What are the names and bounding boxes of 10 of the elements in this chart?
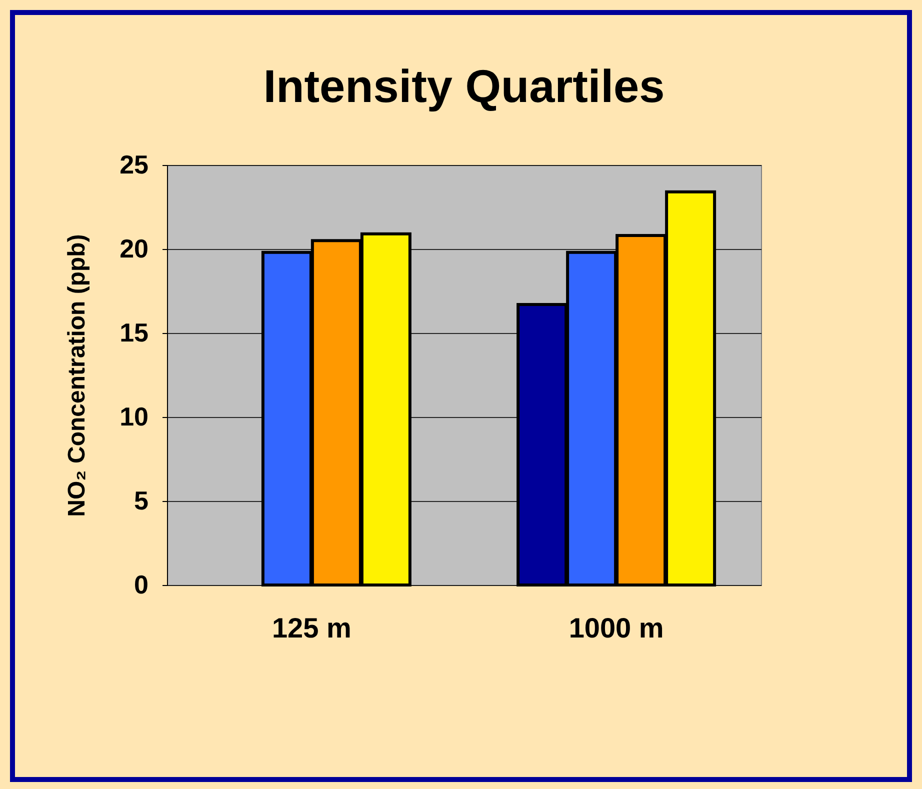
x-tick-label: 125 m: [272, 612, 352, 644]
y-tick-label: 0: [134, 570, 148, 600]
y-tick-label: 15: [120, 318, 148, 348]
chart-title: Intensity Quartiles: [263, 60, 665, 112]
y-tick-label: 25: [120, 150, 148, 180]
x-tick-label: 1000 m: [568, 612, 664, 644]
y-tick-label: 10: [120, 402, 148, 432]
y-tick-label: 20: [120, 234, 148, 264]
y-tick-label: 5: [134, 486, 148, 516]
y-axis-title: NO₂ Concentration (ppb): [64, 234, 91, 517]
